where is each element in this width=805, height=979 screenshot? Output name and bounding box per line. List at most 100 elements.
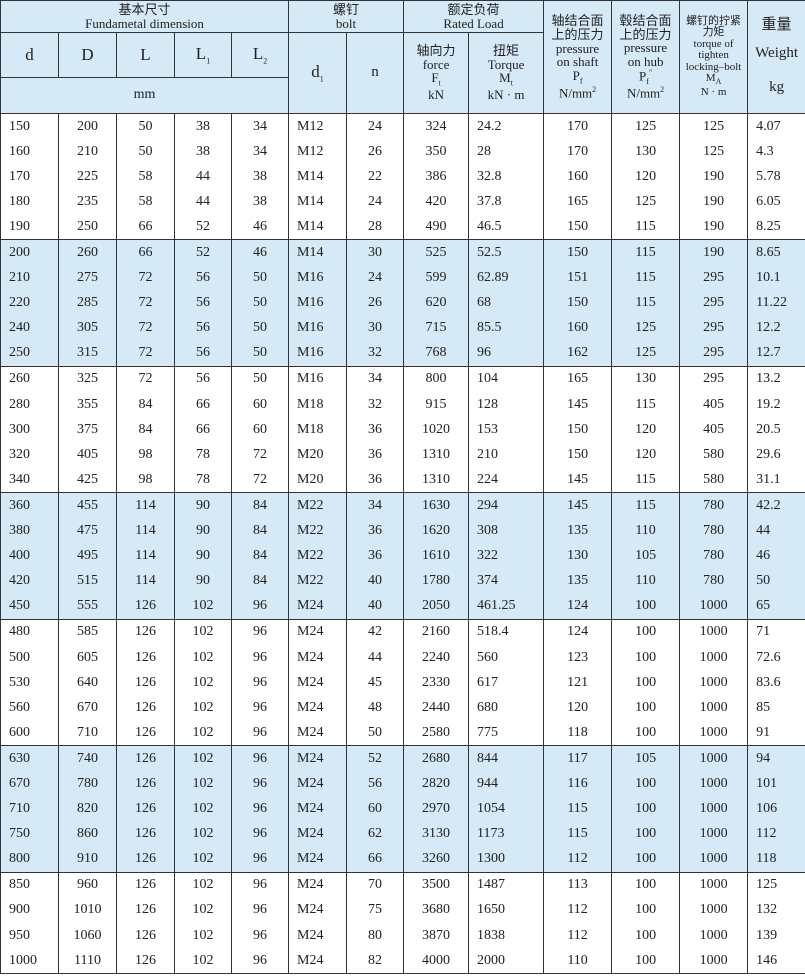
table-row: 340 425 98 78 72 M20 36 1310 224 145 115 580 31.1 [0, 467, 805, 493]
table-cell: M16 [288, 365, 348, 393]
table-cell: 190 [679, 164, 749, 190]
table-cell: 250 [58, 214, 117, 240]
table-cell: 72 [116, 315, 175, 341]
table-cell: 96 [230, 948, 290, 975]
table-cell: 32 [346, 392, 405, 418]
table-cell: 170 [0, 164, 59, 190]
table-cell: 65 [747, 593, 805, 620]
table-cell: 34 [346, 365, 405, 393]
table-cell: 121 [543, 670, 613, 696]
table-row: 600 710 126 102 96 M24 50 2580 775 118 100 1000 91 [0, 720, 805, 746]
table-cell: 126 [116, 593, 175, 620]
table-cell: 84 [230, 543, 290, 569]
table-cell: 96 [230, 720, 290, 746]
table-cell: 96 [230, 871, 290, 898]
weight-header: 重量 Weight kg [747, 0, 805, 114]
table-cell: 62 [346, 821, 405, 847]
table-cell: 145 [543, 392, 613, 418]
table-cell: 126 [116, 846, 175, 873]
table-cell: 1780 [403, 568, 470, 594]
table-cell: 102 [174, 644, 232, 671]
table-cell: 96 [230, 745, 290, 772]
table-cell: 2160 [403, 618, 470, 645]
table-cell: 115 [611, 492, 681, 519]
table-cell: 1000 [679, 923, 749, 949]
phub-unit: N/mm2 [626, 84, 665, 101]
tightening-torque-header: 螺钉的拧紧 力矩 torque of tighten locking–bolt … [679, 0, 749, 114]
table-cell: 150 [543, 442, 613, 468]
table-cell: 1000 [679, 670, 749, 696]
table-row: 560 670 126 102 96 M24 48 2440 680 120 100 1000 85 [0, 695, 805, 721]
table-cell: M24 [288, 695, 348, 721]
table-cell: 62.89 [468, 265, 545, 291]
pressure-hub-header: 毂结合面 上的压力 pressure on hub Pf" N/mm2 [611, 0, 681, 114]
table-cell: 56 [174, 315, 232, 341]
table-cell: 114 [116, 568, 175, 594]
table-cell: 380 [0, 518, 59, 544]
table-cell: 102 [174, 771, 232, 797]
table-cell: 84 [230, 492, 290, 519]
col-L: L [116, 32, 175, 78]
table-row: 750 860 126 102 96 M24 62 3130 1173 115 100 1000 112 [0, 821, 805, 847]
table-row: 300 375 84 66 60 M18 36 1020 153 150 120 405 20.5 [0, 417, 805, 443]
table-cell: 126 [116, 644, 175, 671]
table-cell: 71 [747, 618, 805, 645]
table-cell: 96 [230, 821, 290, 847]
table-cell: 12.2 [747, 315, 805, 341]
table-cell: 114 [116, 543, 175, 569]
table-cell: 46.5 [468, 214, 545, 240]
table-cell: M14 [288, 189, 348, 215]
table-cell: 210 [468, 442, 545, 468]
table-cell: 1000 [679, 695, 749, 721]
table-cell: M24 [288, 644, 348, 671]
table-cell: 160 [543, 164, 613, 190]
table-cell: 165 [543, 189, 613, 215]
table-cell: 100 [611, 948, 681, 975]
table-cell: 599 [403, 265, 470, 291]
table-cell: 425 [58, 467, 117, 493]
table-cell: 5.78 [747, 164, 805, 190]
table-cell: 126 [116, 948, 175, 975]
table-row: 800 910 126 102 96 M24 66 3260 1300 112 100 1000 118 [0, 846, 805, 873]
tq-en1: torque of [693, 37, 734, 50]
table-cell: 38 [174, 139, 232, 165]
table-cell: 104 [468, 365, 545, 393]
table-cell: 680 [468, 695, 545, 721]
table-cell: 126 [116, 796, 175, 822]
table-cell: 115 [611, 239, 681, 266]
pshaft-en1: pressure [555, 40, 600, 56]
table-cell: 190 [679, 189, 749, 215]
table-cell: 150 [0, 113, 59, 140]
table-cell: 580 [679, 442, 749, 468]
table-cell: M24 [288, 593, 348, 620]
table-cell: M16 [288, 290, 348, 316]
table-cell: 450 [0, 593, 59, 620]
table-cell: 115 [611, 392, 681, 418]
table-cell: 112 [543, 846, 613, 873]
table-cell: 50 [346, 720, 405, 746]
table-cell: 30 [346, 315, 405, 341]
table-cell: M24 [288, 618, 348, 645]
bolt-cn: 螺钉 [333, 1, 360, 17]
table-cell: 84 [230, 518, 290, 544]
table-cell: 8.25 [747, 214, 805, 240]
table-cell: M18 [288, 417, 348, 443]
table-cell: 110 [611, 568, 681, 594]
table-cell: 800 [0, 846, 59, 873]
table-row: 160 210 50 38 34 M12 26 350 28 170 130 125 4.3 [0, 139, 805, 165]
phub-cn2: 上的压力 [619, 26, 672, 42]
table-cell: 2580 [403, 720, 470, 746]
table-cell: 6.05 [747, 189, 805, 215]
table-cell: 670 [0, 771, 59, 797]
table-cell: 126 [116, 923, 175, 949]
table-cell: 50 [230, 315, 290, 341]
table-cell: M20 [288, 442, 348, 468]
table-cell: 1610 [403, 543, 470, 569]
table-cell: M22 [288, 518, 348, 544]
table-cell: 102 [174, 796, 232, 822]
table-cell: 115 [611, 290, 681, 316]
table-cell: 1000 [679, 897, 749, 923]
table-cell: 1310 [403, 467, 470, 493]
table-cell: 170 [543, 139, 613, 165]
table-cell: 850 [0, 871, 59, 898]
